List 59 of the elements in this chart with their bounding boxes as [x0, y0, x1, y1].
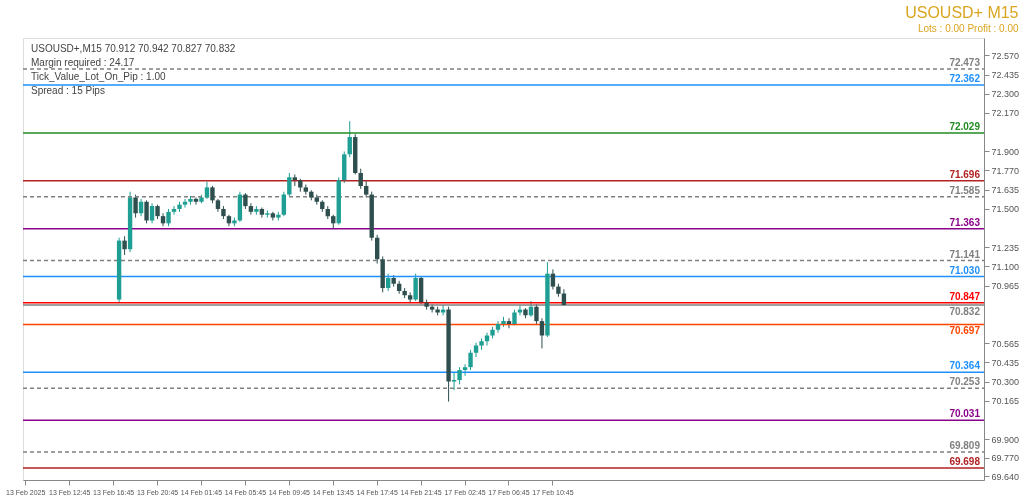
candlestick — [171, 205, 177, 216]
y-tick-label: 71.235 — [991, 242, 1020, 253]
ref-line-label: 70.031 — [949, 408, 981, 420]
ref-line-label: 70.364 — [949, 360, 981, 372]
chart-title: USOUSD+ M15 — [905, 4, 1019, 21]
candlestick — [462, 363, 468, 377]
y-tick-label: 72.435 — [991, 70, 1020, 81]
annotation: USOUSD+,M15 70.912 70.942 70.827 70.832 — [31, 43, 236, 54]
candlestick — [182, 198, 188, 209]
candlestick — [281, 191, 287, 217]
y-tick-label: 72.570 — [991, 50, 1020, 61]
candlestick — [413, 273, 418, 302]
y-tick-label: 70.965 — [991, 281, 1020, 292]
ref-line-label: 71.141 — [949, 248, 981, 260]
candlestick — [133, 194, 138, 219]
y-tick-label: 69.770 — [991, 453, 1020, 464]
candlestick — [248, 202, 254, 216]
y-tick-label: 71.100 — [991, 261, 1020, 272]
candlestick — [495, 320, 501, 334]
y-tick-label: 69.640 — [991, 471, 1020, 482]
annotation: Spread : 15 Pips — [31, 85, 105, 96]
y-tick-label: 71.900 — [991, 146, 1020, 157]
chart-subtitle: Lots : 0.00 Profit : 0.00 — [917, 23, 1019, 34]
candlestick — [144, 199, 149, 224]
annotation: Margin required : 24.17 — [31, 57, 135, 68]
ref-line-label: 70.847 — [949, 290, 981, 302]
y-tick-label: 71.770 — [991, 165, 1020, 176]
y-tick-label: 70.435 — [991, 357, 1020, 368]
candlestick — [287, 172, 292, 197]
candlestick — [484, 332, 490, 347]
ref-line-label: 71.030 — [949, 264, 981, 276]
candlestick — [550, 268, 556, 290]
y-tick-label: 69.900 — [991, 434, 1020, 445]
ref-line-label: 70.253 — [949, 376, 981, 388]
ref-line-label: 69.698 — [949, 456, 981, 468]
y-tick-label: 71.635 — [991, 185, 1020, 196]
y-tick-label: 70.165 — [991, 396, 1020, 407]
ref-line-label: 72.362 — [949, 73, 981, 85]
ref-line-label: 71.696 — [949, 168, 981, 180]
y-tick-label: 72.170 — [991, 108, 1020, 119]
y-tick-label: 70.300 — [991, 377, 1020, 388]
candlestick — [407, 291, 413, 303]
annotation: Tick_Value_Lot_On_Pip : 1.00 — [31, 71, 166, 82]
ref-line-label: 70.832 — [949, 306, 981, 318]
y-tick-label: 70.565 — [991, 338, 1020, 349]
ref-line-label: 71.585 — [949, 184, 981, 196]
ref-line-label: 72.473 — [949, 57, 981, 69]
ref-line-label: 71.363 — [949, 216, 981, 228]
ref-line-label: 72.029 — [949, 120, 981, 132]
candlestick — [193, 196, 199, 206]
candlestick — [468, 349, 473, 371]
ref-line-label: 70.697 — [949, 325, 981, 337]
ref-line-label: 69.809 — [949, 440, 981, 452]
candlestick — [506, 317, 512, 329]
y-tick-label: 72.300 — [991, 89, 1020, 100]
candlestick — [122, 235, 127, 256]
candlestick — [451, 372, 457, 391]
candlestick — [358, 168, 363, 190]
y-tick-label: 71.500 — [991, 204, 1020, 215]
